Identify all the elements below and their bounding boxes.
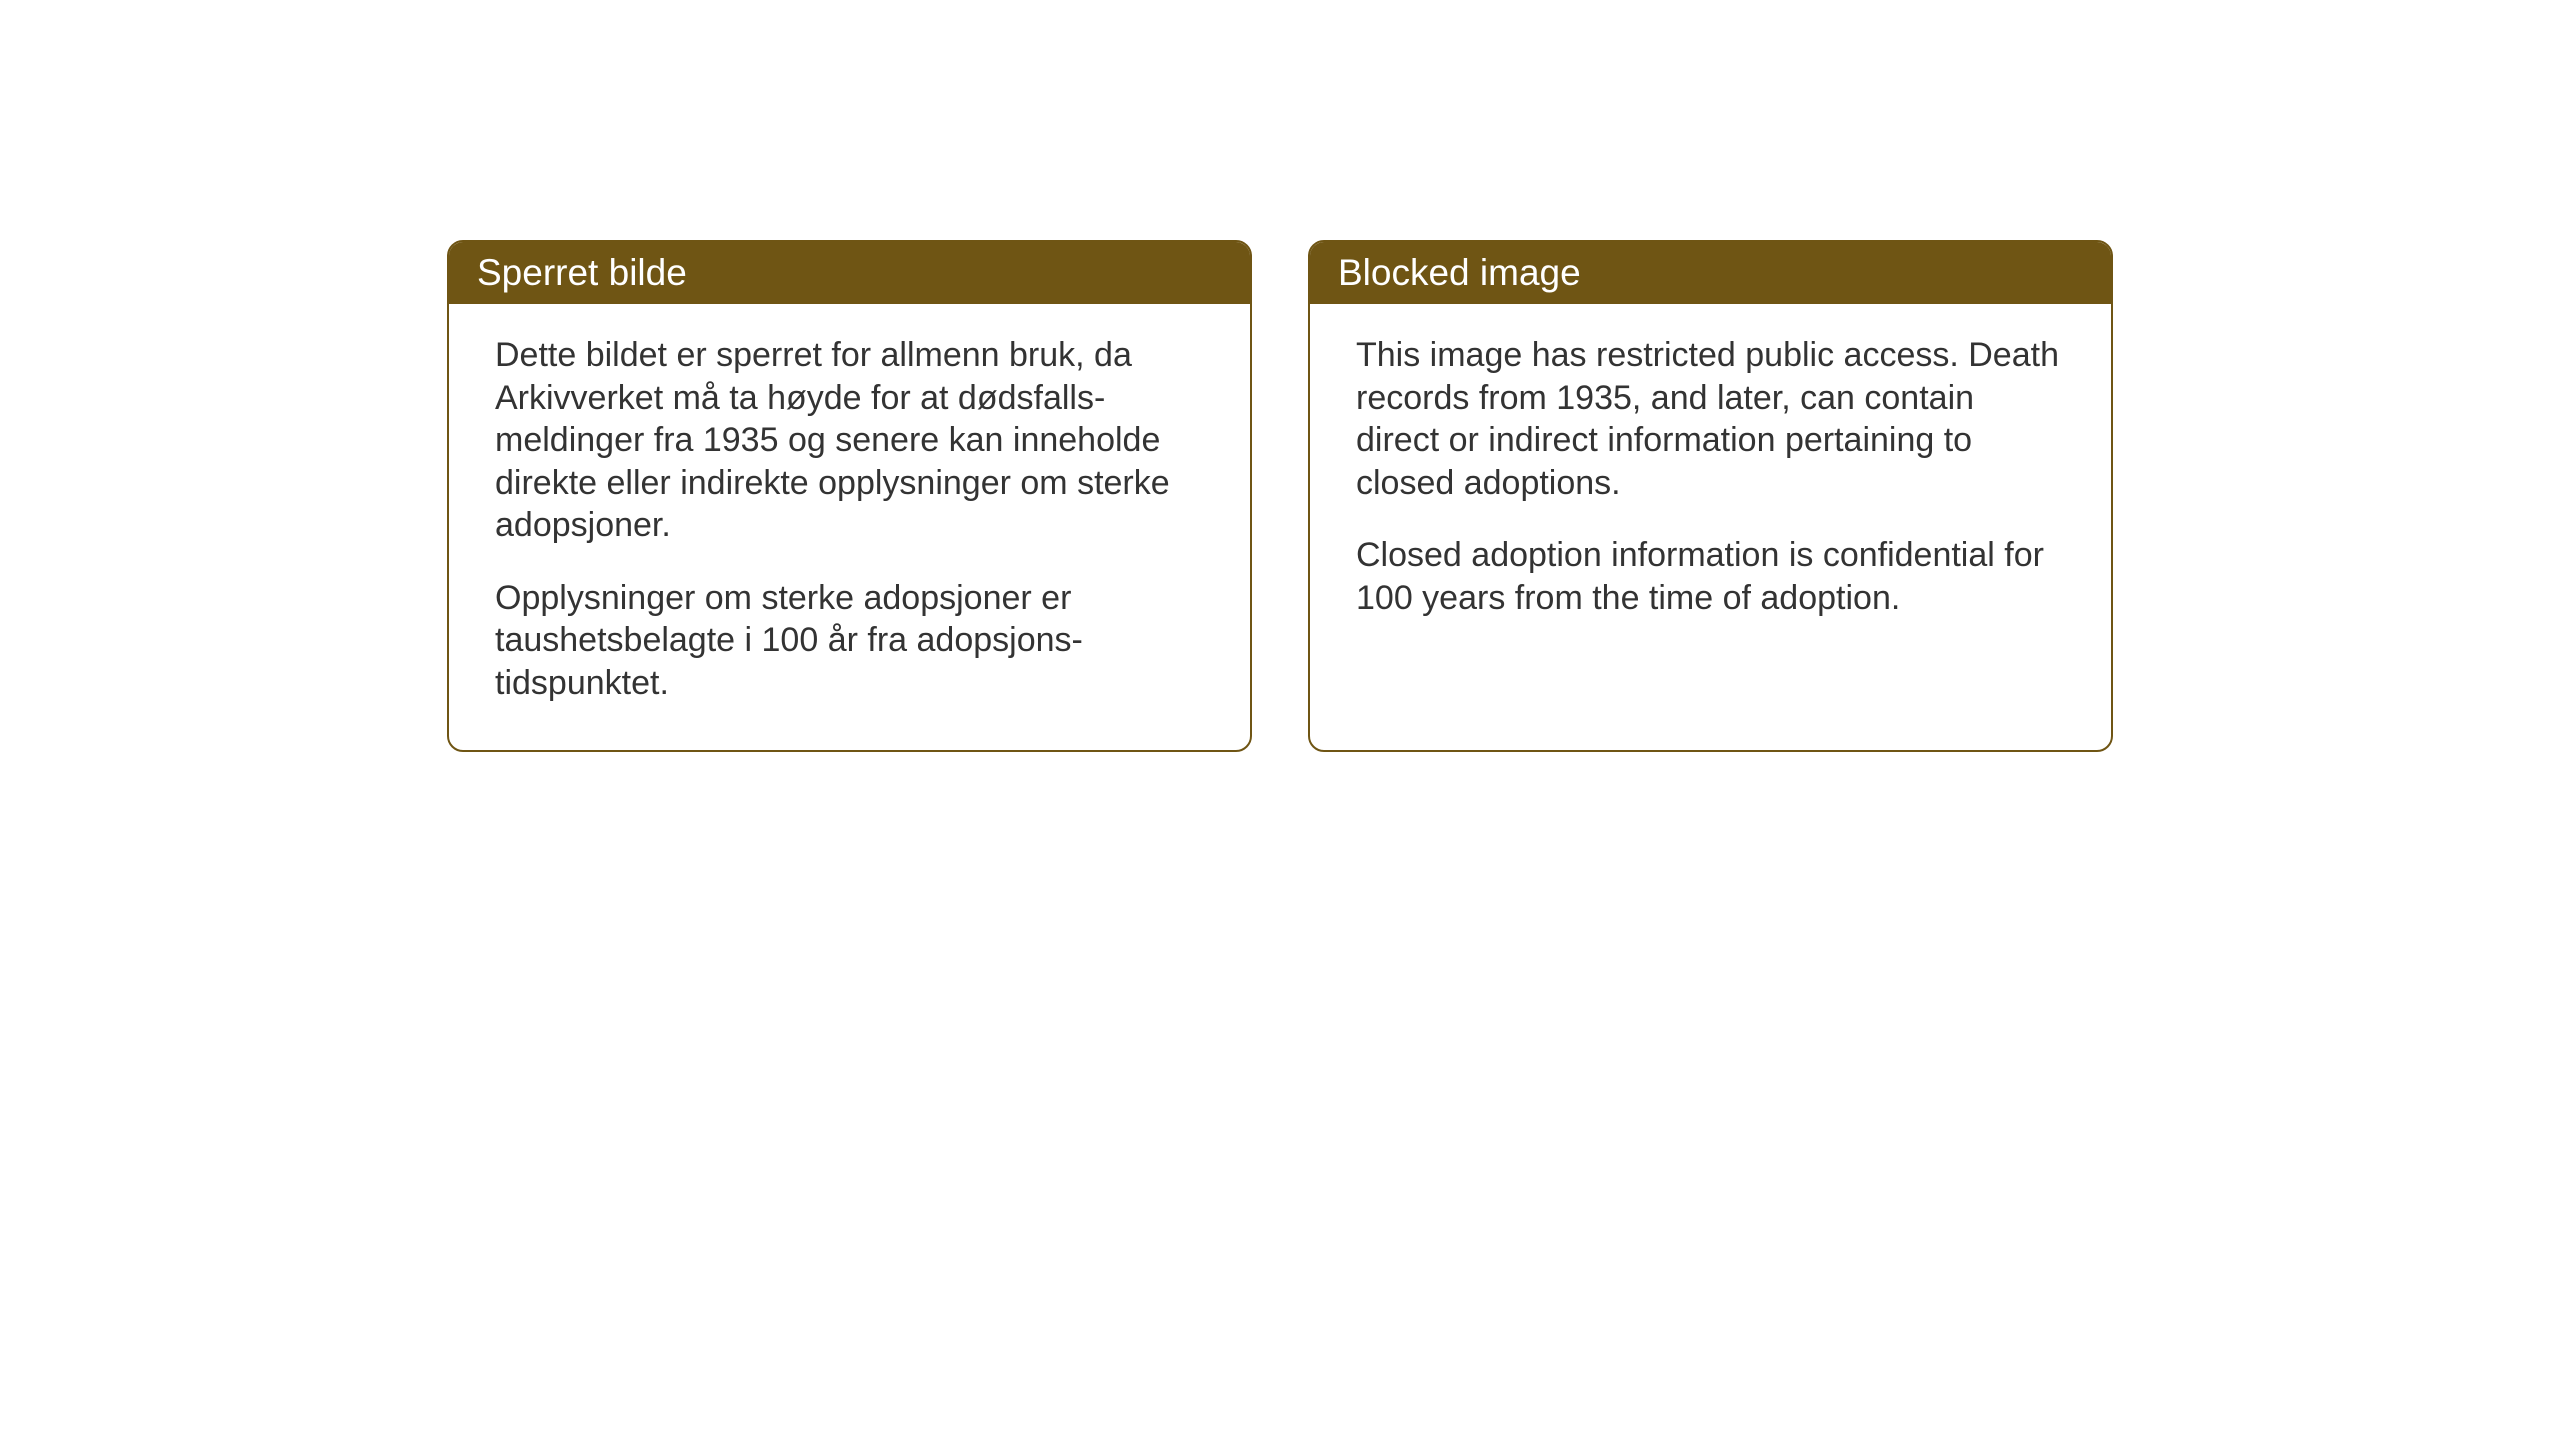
card-norwegian-header: Sperret bilde — [449, 242, 1250, 304]
card-english: Blocked image This image has restricted … — [1308, 240, 2113, 752]
card-norwegian-paragraph-1: Dette bildet er sperret for allmenn bruk… — [495, 334, 1204, 547]
card-english-header: Blocked image — [1310, 242, 2111, 304]
card-norwegian: Sperret bilde Dette bildet er sperret fo… — [447, 240, 1252, 752]
card-english-title: Blocked image — [1338, 252, 1581, 293]
card-norwegian-title: Sperret bilde — [477, 252, 687, 293]
card-english-body: This image has restricted public access.… — [1310, 304, 2111, 665]
card-english-paragraph-2: Closed adoption information is confident… — [1356, 534, 2065, 619]
cards-container: Sperret bilde Dette bildet er sperret fo… — [447, 240, 2560, 752]
card-norwegian-body: Dette bildet er sperret for allmenn bruk… — [449, 304, 1250, 750]
card-norwegian-paragraph-2: Opplysninger om sterke adopsjoner er tau… — [495, 577, 1204, 705]
card-english-paragraph-1: This image has restricted public access.… — [1356, 334, 2065, 504]
